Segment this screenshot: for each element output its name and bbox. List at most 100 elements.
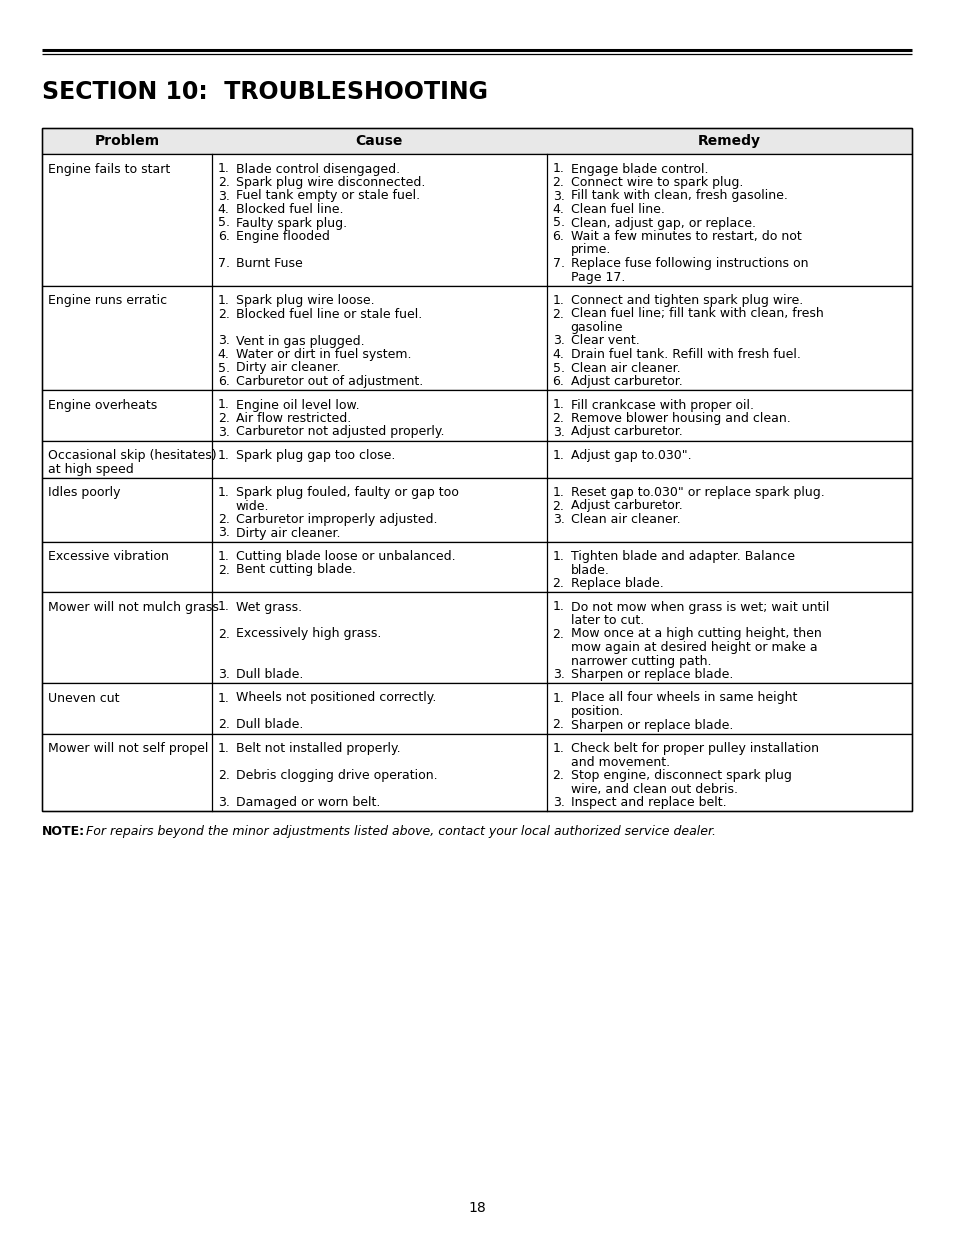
Text: Engine fails to start: Engine fails to start (48, 163, 170, 175)
Text: Remove blower housing and clean.: Remove blower housing and clean. (570, 412, 789, 425)
Bar (42, 734, 911, 811)
Text: narrower cutting path.: narrower cutting path. (570, 655, 710, 667)
Text: Cause: Cause (355, 135, 402, 148)
Text: wide.: wide. (235, 499, 269, 513)
Text: Clean fuel line.: Clean fuel line. (570, 203, 664, 216)
Text: 2.: 2. (552, 308, 564, 321)
Text: Remedy: Remedy (697, 135, 760, 148)
Text: Damaged or worn belt.: Damaged or worn belt. (235, 797, 379, 809)
Text: Spark plug wire disconnected.: Spark plug wire disconnected. (235, 177, 425, 189)
Text: 3.: 3. (217, 426, 230, 438)
Text: Dirty air cleaner.: Dirty air cleaner. (235, 362, 340, 374)
Bar (42, 441, 911, 478)
Text: Clean, adjust gap, or replace.: Clean, adjust gap, or replace. (570, 216, 755, 230)
Text: Check belt for proper pulley installation: Check belt for proper pulley installatio… (570, 742, 818, 755)
Text: Debris clogging drive operation.: Debris clogging drive operation. (235, 769, 436, 782)
Text: 2.: 2. (217, 627, 230, 641)
Text: Clean air cleaner.: Clean air cleaner. (570, 362, 679, 374)
Text: Mower will not mulch grass: Mower will not mulch grass (48, 600, 218, 614)
Text: Engine runs erratic: Engine runs erratic (48, 294, 167, 308)
Text: 18: 18 (468, 1200, 485, 1215)
Text: position.: position. (570, 705, 623, 718)
Text: 1.: 1. (552, 550, 564, 563)
Text: Dirty air cleaner.: Dirty air cleaner. (235, 526, 340, 540)
Text: Place all four wheels in same height: Place all four wheels in same height (570, 692, 796, 704)
Text: 4.: 4. (217, 348, 230, 361)
Text: 1.: 1. (552, 294, 564, 308)
Text: 5.: 5. (552, 216, 564, 230)
Bar (42, 683, 911, 734)
Text: 7.: 7. (552, 257, 564, 270)
Text: 7.: 7. (217, 257, 230, 270)
Text: 3.: 3. (552, 668, 564, 680)
Text: Mow once at a high cutting height, then: Mow once at a high cutting height, then (570, 627, 821, 641)
Bar (42, 128, 911, 154)
Text: gasoline: gasoline (570, 321, 622, 333)
Text: Tighten blade and adapter. Balance: Tighten blade and adapter. Balance (570, 550, 794, 563)
Text: Mower will not self propel: Mower will not self propel (48, 742, 208, 755)
Bar (42, 592, 911, 683)
Text: Page 17.: Page 17. (570, 270, 624, 284)
Text: Uneven cut: Uneven cut (48, 692, 119, 704)
Text: 3.: 3. (552, 513, 564, 526)
Text: Dull blade.: Dull blade. (235, 668, 303, 680)
Text: Excessive vibration: Excessive vibration (48, 550, 169, 563)
Text: Cutting blade loose or unbalanced.: Cutting blade loose or unbalanced. (235, 550, 455, 563)
Text: mow again at desired height or make a: mow again at desired height or make a (570, 641, 817, 655)
Text: NOTE:: NOTE: (42, 825, 85, 839)
Text: 1.: 1. (552, 600, 564, 614)
Text: 6.: 6. (217, 230, 230, 243)
Text: 4.: 4. (552, 203, 564, 216)
Text: 1.: 1. (217, 742, 230, 755)
Bar (42, 478, 911, 541)
Text: prime.: prime. (570, 243, 610, 257)
Text: Clean fuel line; fill tank with clean, fresh: Clean fuel line; fill tank with clean, f… (570, 308, 822, 321)
Text: Do not mow when grass is wet; wait until: Do not mow when grass is wet; wait until (570, 600, 828, 614)
Text: 4.: 4. (552, 348, 564, 361)
Text: Occasional skip (hesitates): Occasional skip (hesitates) (48, 450, 216, 462)
Text: Bent cutting blade.: Bent cutting blade. (235, 563, 355, 577)
Text: 1.: 1. (217, 294, 230, 308)
Text: 3.: 3. (552, 797, 564, 809)
Text: blade.: blade. (570, 563, 609, 577)
Text: Problem: Problem (94, 135, 159, 148)
Text: 3.: 3. (217, 189, 230, 203)
Text: 3.: 3. (552, 426, 564, 438)
Text: 2.: 2. (552, 627, 564, 641)
Text: 3.: 3. (552, 335, 564, 347)
Text: Clear vent.: Clear vent. (570, 335, 639, 347)
Text: 1.: 1. (552, 487, 564, 499)
Text: Fill crankcase with proper oil.: Fill crankcase with proper oil. (570, 399, 753, 411)
Text: Spark plug gap too close.: Spark plug gap too close. (235, 450, 395, 462)
Text: 6.: 6. (552, 375, 564, 388)
Text: Air flow restricted.: Air flow restricted. (235, 412, 351, 425)
Text: Belt not installed properly.: Belt not installed properly. (235, 742, 400, 755)
Bar (42, 285, 911, 390)
Text: 2.: 2. (217, 513, 230, 526)
Text: 3.: 3. (217, 797, 230, 809)
Text: 1.: 1. (217, 550, 230, 563)
Text: Wait a few minutes to restart, do not: Wait a few minutes to restart, do not (570, 230, 801, 243)
Text: 1.: 1. (552, 399, 564, 411)
Text: Blocked fuel line.: Blocked fuel line. (235, 203, 343, 216)
Text: Adjust carburetor.: Adjust carburetor. (570, 375, 681, 388)
Text: 1.: 1. (552, 163, 564, 175)
Text: Adjust carburetor.: Adjust carburetor. (570, 499, 681, 513)
Text: 3.: 3. (552, 189, 564, 203)
Text: wire, and clean out debris.: wire, and clean out debris. (570, 783, 737, 795)
Text: Carburetor not adjusted properly.: Carburetor not adjusted properly. (235, 426, 444, 438)
Text: 1.: 1. (552, 450, 564, 462)
Text: Spark plug wire loose.: Spark plug wire loose. (235, 294, 374, 308)
Text: 5.: 5. (217, 362, 230, 374)
Text: 2.: 2. (552, 499, 564, 513)
Text: Excessively high grass.: Excessively high grass. (235, 627, 380, 641)
Text: 2.: 2. (552, 719, 564, 731)
Text: 6.: 6. (217, 375, 230, 388)
Text: 1.: 1. (217, 450, 230, 462)
Bar (42, 541, 911, 592)
Text: 5.: 5. (552, 362, 564, 374)
Text: Fill tank with clean, fresh gasoline.: Fill tank with clean, fresh gasoline. (570, 189, 786, 203)
Text: 1.: 1. (217, 163, 230, 175)
Text: Engine oil level low.: Engine oil level low. (235, 399, 359, 411)
Text: 5.: 5. (217, 216, 230, 230)
